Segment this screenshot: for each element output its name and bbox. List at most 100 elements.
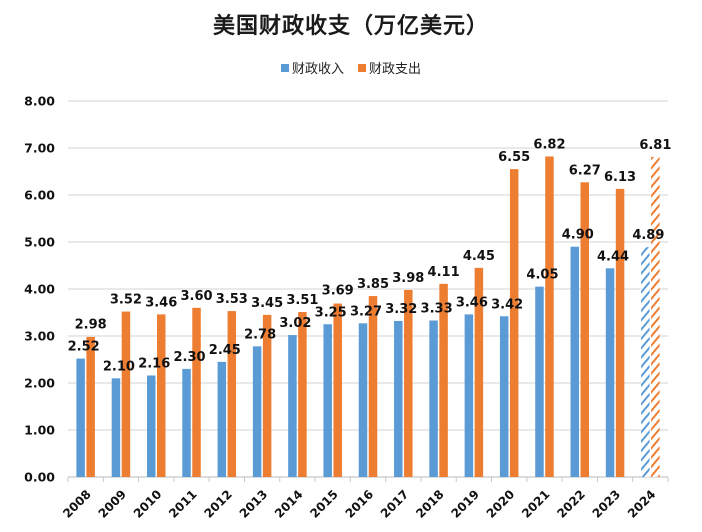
data-label-spending: 3.69 [322,283,354,298]
x-tick-label: 2019 [448,487,482,521]
x-tick-label: 2021 [519,487,553,521]
data-label-revenue: 4.89 [632,228,664,243]
bar-spending [404,289,413,477]
data-label-revenue: 2.16 [138,356,170,371]
bar-revenue [464,314,474,477]
y-tick-label: 8.00 [24,94,55,109]
data-label-revenue: 4.90 [562,228,594,243]
x-tick-label: 2009 [96,487,130,521]
bar-spending [121,311,131,477]
x-tick-label: 2012 [201,487,235,521]
y-axis: 0.00 1.00 2.00 3.00 4.00 5.00 6.00 7.00 8.00 [24,94,55,485]
bar-revenue [323,324,332,477]
x-tick-label: 2010 [131,487,165,521]
data-label-revenue: 3.42 [491,297,523,312]
data-label-revenue: 3.02 [279,316,311,331]
x-tick-label: 2016 [343,487,377,521]
data-label-spending: 4.11 [428,265,460,280]
bars [76,156,660,477]
data-label-spending: 6.82 [533,137,565,152]
x-tick-label: 2014 [272,487,306,521]
bar-revenue [182,368,191,477]
bar-spending [156,314,166,477]
data-label-spending: 3.46 [145,295,177,310]
y-tick-label: 1.00 [24,423,55,438]
bar-spending [615,188,625,477]
x-axis: 2008 2009 2010 2011 2012 2013 2014 2015 2016 2017… [60,477,669,521]
data-label-revenue: 2.52 [68,340,100,355]
data-label-spending: 6.27 [569,163,601,178]
bar-revenue [146,375,156,477]
bar-spending [333,303,342,477]
data-label-revenue: 4.05 [526,268,558,283]
data-label-revenue: 3.33 [421,301,453,316]
bar-spending [227,311,237,477]
bar-spending [545,156,554,477]
x-tick-label: 2018 [413,487,447,521]
x-tick-label: 2020 [484,487,518,521]
bar-spending [192,307,201,477]
bar-revenue [499,316,509,477]
data-label-spending: 2.98 [75,318,107,333]
bar-revenue [429,320,438,477]
data-label-spending: 3.45 [251,296,283,311]
bar-revenue [358,323,368,477]
data-label-revenue: 4.44 [597,249,629,264]
bar-revenue [605,268,615,477]
bar-spending [439,283,448,477]
legend-item-spending: 财政支出 [358,58,421,77]
legend-label-revenue: 财政收入 [291,62,344,77]
bar-spending [580,182,590,477]
x-tick-label: 2023 [590,487,624,521]
bar-spending [86,336,95,477]
x-tick-label: 2008 [60,487,94,521]
y-tick-label: 6.00 [24,188,55,203]
bar-revenue [394,320,403,477]
data-label-revenue: 2.45 [209,343,241,358]
data-label-revenue: 3.32 [385,302,417,317]
data-label-spending: 3.98 [392,271,424,286]
data-label-spending: 6.81 [639,138,671,153]
data-labels: 2.52 2.98 2.10 3.52 2.16 3.46 2.30 3.60 2.45 3.53… [68,137,672,374]
y-tick-label: 4.00 [24,282,55,297]
y-tick-label: 5.00 [24,235,55,250]
bar-revenue [288,335,297,477]
bar-spending [368,296,378,477]
data-label-spending: 3.60 [180,289,212,304]
data-label-revenue: 3.27 [350,304,382,319]
bar-revenue [641,247,650,477]
x-tick-label: 2024 [625,487,659,521]
legend: 财政收入 财政支出 [0,58,702,77]
bar-spending [474,267,484,477]
y-tick-label: 0.00 [24,470,55,485]
legend-swatch-revenue [280,63,289,72]
data-label-spending: 4.45 [463,249,495,264]
legend-label-spending: 财政支出 [369,62,422,77]
bar-revenue [535,286,544,477]
y-tick-label: 7.00 [24,141,55,156]
y-tick-label: 3.00 [24,329,55,344]
bar-spending [298,312,307,477]
data-label-spending: 3.53 [216,292,248,307]
data-label-spending: 3.52 [110,293,142,308]
bar-revenue [570,246,580,477]
bar-spending [651,156,660,477]
data-label-revenue: 2.78 [244,327,276,342]
bar-revenue [111,378,121,477]
data-label-spending: 3.51 [286,293,318,308]
bar-revenue [252,346,262,477]
x-tick-label: 2013 [237,487,271,521]
x-tick-label: 2011 [166,487,200,521]
x-tick-label: 2015 [307,487,341,521]
chart-title: 美国财政收支（万亿美元） [212,14,489,39]
data-label-revenue: 3.25 [315,305,347,320]
data-label-spending: 6.13 [604,170,636,185]
x-tick-label: 2022 [554,487,588,521]
data-label-spending: 6.55 [498,150,530,165]
data-label-revenue: 2.30 [173,350,205,365]
bar-revenue [76,358,85,477]
data-label-revenue: 2.10 [103,359,135,374]
legend-swatch-spending [358,63,366,72]
y-tick-label: 2.00 [24,376,55,391]
